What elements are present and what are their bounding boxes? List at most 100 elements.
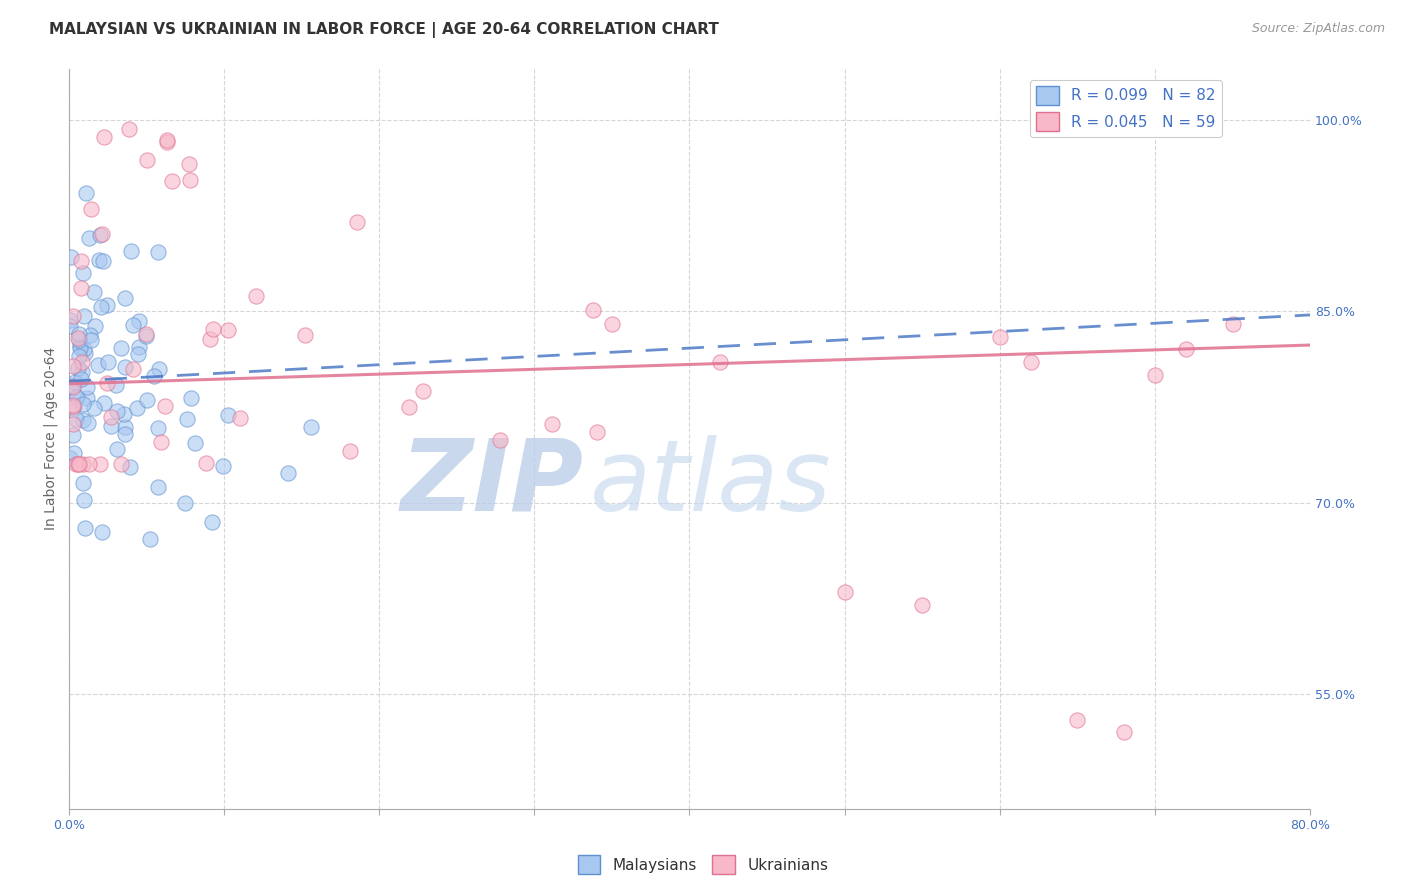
- Point: [65, 457, 87, 471]
- Point: [180, 391, 202, 405]
- Point: [90, 301, 112, 315]
- Point: [135, 329, 157, 343]
- Point: [60, 378, 83, 392]
- Point: [1175, 343, 1198, 357]
- Point: [59, 250, 82, 264]
- Point: [70, 372, 93, 386]
- Point: [156, 136, 179, 150]
- Point: [135, 327, 157, 342]
- Point: [73, 521, 96, 535]
- Point: [174, 495, 197, 509]
- Point: [911, 598, 934, 612]
- Point: [70, 280, 93, 294]
- Point: [136, 153, 159, 167]
- Point: [77, 417, 100, 431]
- Point: [76, 391, 98, 405]
- Point: [122, 361, 145, 376]
- Point: [77, 457, 100, 471]
- Point: [142, 368, 165, 383]
- Point: [127, 347, 149, 361]
- Legend: Malaysians, Ukrainians: Malaysians, Ukrainians: [571, 849, 835, 880]
- Point: [110, 341, 132, 355]
- Point: [62, 398, 84, 412]
- Point: [120, 460, 142, 475]
- Point: [79, 327, 101, 342]
- Point: [83, 285, 105, 300]
- Point: [72, 457, 94, 471]
- Point: [83, 401, 105, 416]
- Point: [73, 343, 96, 357]
- Point: [139, 532, 162, 546]
- Point: [177, 157, 200, 171]
- Point: [62, 417, 84, 432]
- Point: [146, 480, 169, 494]
- Point: [114, 360, 136, 375]
- Point: [65, 412, 87, 426]
- Point: [66, 331, 89, 345]
- Point: [585, 425, 607, 439]
- Point: [201, 516, 224, 530]
- Point: [80, 333, 103, 347]
- Point: [90, 227, 112, 241]
- Point: [59, 450, 82, 465]
- Point: [70, 355, 93, 369]
- Point: [93, 130, 115, 145]
- Text: atlas: atlas: [591, 434, 832, 532]
- Point: [73, 346, 96, 360]
- Point: [122, 318, 145, 332]
- Point: [150, 434, 173, 449]
- Text: ZIP: ZIP: [401, 434, 583, 532]
- Point: [67, 349, 90, 363]
- Point: [66, 360, 89, 375]
- Point: [146, 244, 169, 259]
- Point: [277, 466, 299, 480]
- Text: MALAYSIAN VS UKRAINIAN IN LABOR FORCE | AGE 20-64 CORRELATION CHART: MALAYSIAN VS UKRAINIAN IN LABOR FORCE | …: [49, 22, 718, 38]
- Text: Source: ZipAtlas.com: Source: ZipAtlas.com: [1251, 22, 1385, 36]
- Point: [198, 332, 221, 346]
- Point: [128, 314, 150, 328]
- Point: [100, 409, 122, 424]
- Point: [114, 291, 136, 305]
- Point: [62, 427, 84, 442]
- Point: [245, 288, 267, 302]
- Point: [59, 313, 82, 327]
- Point: [600, 317, 623, 331]
- Point: [110, 457, 132, 471]
- Point: [69, 339, 91, 353]
- Point: [1143, 368, 1166, 382]
- Point: [412, 384, 434, 399]
- Point: [72, 266, 94, 280]
- Point: [93, 396, 115, 410]
- Point: [217, 323, 239, 337]
- Point: [72, 475, 94, 490]
- Point: [148, 420, 170, 434]
- Point: [114, 420, 136, 434]
- Point: [65, 390, 87, 404]
- Point: [105, 442, 128, 456]
- Point: [77, 230, 100, 244]
- Point: [76, 379, 98, 393]
- Point: [62, 380, 84, 394]
- Point: [67, 334, 90, 348]
- Point: [63, 446, 86, 460]
- Point: [184, 435, 207, 450]
- Point: [91, 254, 114, 268]
- Point: [96, 298, 118, 312]
- Point: [1066, 713, 1088, 727]
- Point: [339, 444, 361, 458]
- Point: [988, 329, 1011, 343]
- Point: [398, 400, 420, 414]
- Point: [127, 401, 149, 415]
- Point: [62, 400, 84, 414]
- Point: [294, 327, 316, 342]
- Point: [63, 399, 86, 413]
- Point: [1019, 355, 1042, 369]
- Point: [229, 410, 252, 425]
- Point: [212, 459, 235, 474]
- Point: [201, 322, 224, 336]
- Point: [346, 215, 368, 229]
- Point: [72, 412, 94, 426]
- Point: [69, 254, 91, 268]
- Point: [100, 419, 122, 434]
- Point: [87, 358, 110, 372]
